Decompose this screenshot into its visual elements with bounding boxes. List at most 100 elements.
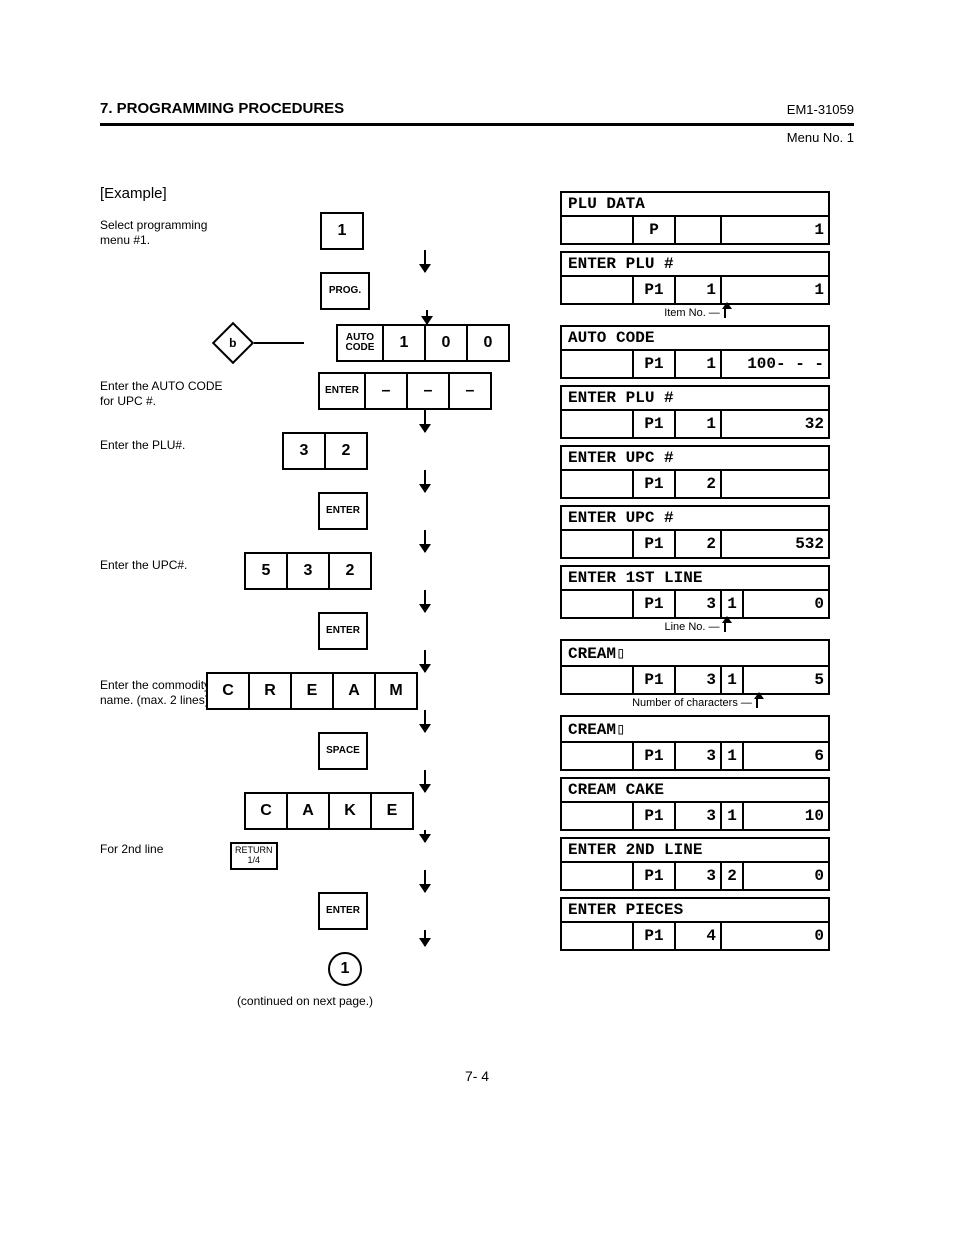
- display-title: ENTER PIECES: [560, 897, 830, 923]
- display-cell: 3: [676, 803, 722, 829]
- hint-autocode: Enter the AUTO CODE for UPC #.: [100, 373, 230, 409]
- display-cell: 0: [722, 923, 828, 949]
- key-prog: PROG.: [320, 272, 370, 310]
- key-dash: –: [448, 372, 492, 410]
- key-digit: 1: [382, 324, 426, 362]
- key-return: RETURN1/4: [230, 842, 278, 870]
- page-number: 7- 4: [100, 1068, 854, 1084]
- display-title: ENTER 1ST LINE: [560, 565, 830, 591]
- key-letter: R: [248, 672, 292, 710]
- display-cell: 3: [676, 667, 722, 693]
- display-row: P12: [560, 469, 830, 499]
- display-cell: 3: [676, 863, 722, 889]
- key-letter: C: [244, 792, 288, 830]
- display-cell: 1: [676, 351, 722, 377]
- display-title: ENTER PLU #: [560, 251, 830, 277]
- display-cell: 2: [676, 531, 722, 557]
- display-cell: P1: [634, 743, 676, 769]
- key-letter: M: [374, 672, 418, 710]
- example-label: [Example]: [100, 185, 510, 202]
- key-letter: C: [206, 672, 250, 710]
- display-cell: 32: [722, 411, 828, 437]
- arrow-icon: [426, 310, 428, 324]
- arrow-icon: [424, 590, 426, 612]
- display-cell: P1: [634, 531, 676, 557]
- display-cell: 1: [676, 277, 722, 303]
- display-cell: 1: [722, 217, 828, 243]
- key-letter: E: [370, 792, 414, 830]
- decision-b: b: [211, 322, 253, 364]
- arrow-icon: [424, 410, 426, 432]
- display-title: PLU DATA: [560, 191, 830, 217]
- display-cell: P1: [634, 591, 676, 617]
- hint-select: Select programming menu #1.: [100, 212, 230, 248]
- key-letter: K: [328, 792, 372, 830]
- key-letter: A: [286, 792, 330, 830]
- connector-circle: 1: [328, 952, 362, 986]
- display-cell: 4: [676, 923, 722, 949]
- arrow-icon: [424, 930, 426, 946]
- display-cell: 100- - -: [722, 351, 828, 377]
- display-title: ENTER UPC #: [560, 505, 830, 531]
- display-row: P12532: [560, 529, 830, 559]
- flowchart: Select programming menu #1. 1 PROG.: [100, 212, 510, 1008]
- display-title: ENTER 2ND LINE: [560, 837, 830, 863]
- display-cell: P1: [634, 277, 676, 303]
- display-cell: 1: [722, 743, 744, 769]
- display-cell: 1: [722, 667, 744, 693]
- key-letter: A: [332, 672, 376, 710]
- arrow-icon: [424, 470, 426, 492]
- key-digit: 2: [328, 552, 372, 590]
- display-row: P1316: [560, 741, 830, 771]
- display-cell: 3: [676, 743, 722, 769]
- key-enter: ENTER: [318, 892, 368, 930]
- key-digit: 3: [282, 432, 326, 470]
- arrow-icon: [424, 870, 426, 892]
- display-title: ENTER PLU #: [560, 385, 830, 411]
- hint-plu: Enter the PLU#.: [100, 432, 230, 453]
- arrow-icon: [424, 710, 426, 732]
- display-row: P1: [560, 215, 830, 245]
- display-note: Item No. —: [560, 307, 830, 319]
- arrow-icon: [424, 250, 426, 272]
- display-cell: P1: [634, 411, 676, 437]
- key-dash: –: [364, 372, 408, 410]
- key-digit: 0: [466, 324, 510, 362]
- display-cell: P1: [634, 863, 676, 889]
- display-cell: P1: [634, 803, 676, 829]
- display-cell: P1: [634, 471, 676, 497]
- display-row: P11100- - -: [560, 349, 830, 379]
- display-title: CREAM▯: [560, 639, 830, 667]
- display-cell: 2: [676, 471, 722, 497]
- display-cell: 1: [722, 277, 828, 303]
- display-cell: [722, 471, 828, 497]
- key-digit: 5: [244, 552, 288, 590]
- display-cell: P: [634, 217, 676, 243]
- display-cell: 6: [744, 743, 828, 769]
- display-note: Line No. —: [560, 621, 830, 633]
- display-cell: 532: [722, 531, 828, 557]
- menu-number: Menu No. 1: [100, 130, 854, 145]
- continued-note: (continued on next page.): [100, 994, 510, 1008]
- display-cell: 0: [744, 591, 828, 617]
- display-title: CREAM▯: [560, 715, 830, 743]
- display-row: P1315: [560, 665, 830, 695]
- arrow-icon: [424, 830, 426, 842]
- display-cell: 5: [744, 667, 828, 693]
- display-column: PLU DATAP1ENTER PLU #P111Item No. —AUTO …: [560, 185, 830, 1008]
- display-cell: P1: [634, 351, 676, 377]
- key-auto-code: AUTOCODE: [336, 324, 384, 362]
- header-rule: [100, 123, 854, 126]
- arrow-icon: [424, 770, 426, 792]
- display-cell: 1: [722, 803, 744, 829]
- arrow-icon: [424, 650, 426, 672]
- hint-upc: Enter the UPC#.: [100, 552, 230, 573]
- arrow-icon: [424, 530, 426, 552]
- display-cell: 1: [676, 411, 722, 437]
- display-row: P1320: [560, 861, 830, 891]
- key-digit: 0: [424, 324, 468, 362]
- display-cell: 10: [744, 803, 828, 829]
- display-row: P140: [560, 921, 830, 951]
- key-enter: ENTER: [318, 372, 366, 410]
- key-1: 1: [320, 212, 364, 250]
